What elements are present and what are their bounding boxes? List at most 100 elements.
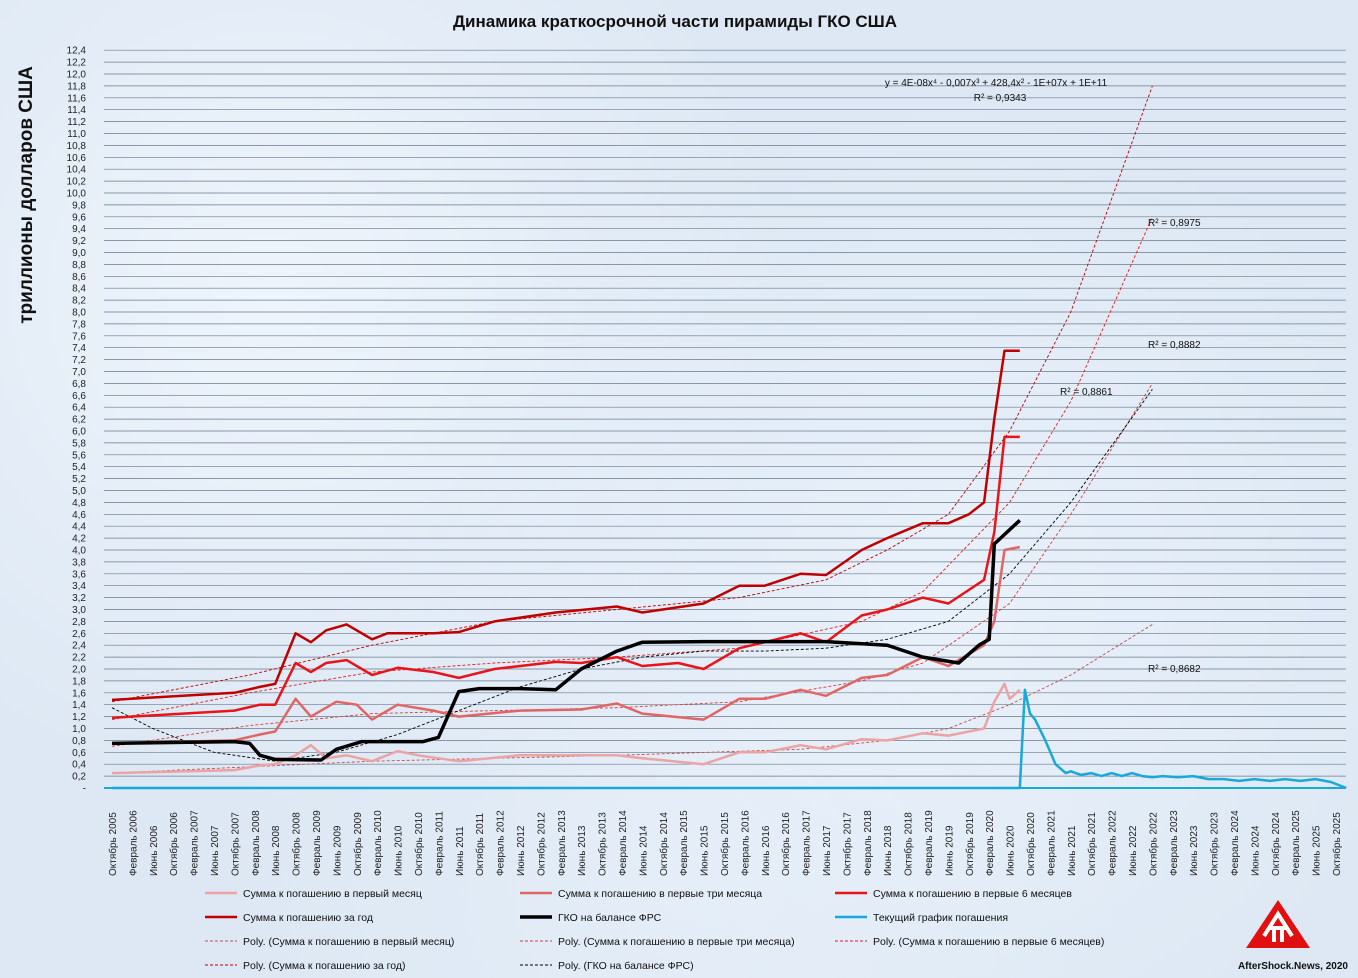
y-tick-label: 0,4 [72, 760, 86, 771]
x-tick-label: Июнь 2013 [577, 825, 588, 876]
x-tick-label: Октябрь 2024 [1270, 812, 1282, 876]
y-tick-label: 8,0 [72, 308, 86, 319]
x-tick-label: Октябрь 2006 [168, 812, 180, 876]
x-tick-label: Февраль 2010 [373, 810, 384, 876]
legend-item: Poly. (ГКО на балансе ФРС) [520, 960, 694, 972]
x-tick-label: Июнь 2009 [332, 825, 343, 876]
x-tick-label: Февраль 2009 [312, 810, 323, 876]
trendline-4 [111, 389, 1153, 762]
y-tick-label: 9,0 [72, 248, 86, 259]
y-axis-label: триллионы долларов США [16, 66, 37, 324]
legend-item: Текущий график погашения [835, 912, 1008, 924]
y-tick-label: 12,2 [67, 58, 87, 69]
trendline-annotation: R² = 0,9343 [974, 93, 1027, 104]
x-tick-label: Июнь 2019 [944, 825, 955, 876]
y-tick-label: 11,8 [67, 81, 86, 92]
x-tick-label: Июнь 2018 [883, 825, 894, 876]
x-tick-label: Июнь 2006 [149, 825, 160, 876]
legend-item: Сумма к погашению в первые три месяца [520, 888, 762, 900]
y-tick-label: 1,6 [72, 688, 86, 699]
x-tick-label: Июнь 2011 [455, 826, 466, 876]
x-tick-label: Февраль 2011 [434, 811, 445, 876]
y-tick-label: 5,2 [72, 474, 86, 485]
y-tick-label: 4,8 [72, 498, 86, 509]
credit: AfterShock.News, 2020 [1238, 961, 1348, 972]
legend-label: Poly. (ГКО на балансе ФРС) [558, 960, 694, 972]
y-tick-label: 2,6 [72, 629, 86, 640]
legend-label: Poly. (Сумма к погашению за год) [243, 960, 405, 972]
legend-label: Сумма к погашению за год [243, 912, 373, 924]
y-tick-label: 3,8 [72, 557, 86, 568]
x-tick-label: Июнь 2015 [700, 825, 711, 876]
y-tick-label: 0,6 [72, 748, 86, 759]
y-tick-label: 9,2 [72, 236, 86, 247]
logo-triangle-icon [1246, 900, 1310, 948]
y-tick-label: 11,6 [67, 93, 86, 104]
legend-label: Poly. (Сумма к погашению в первые три ме… [558, 936, 795, 948]
x-tick-label: Февраль 2017 [802, 810, 813, 876]
x-tick-label: Февраль 2008 [251, 810, 262, 876]
y-tick-label: 6,0 [72, 427, 86, 438]
x-ticks: Октябрь 2005 Февраль 2006 Июнь 2006 Октябрь… [107, 810, 1343, 876]
trendline-annotation: y = 4E-08x⁴ - 0,007x³ + 428,4x² - 1E+07x… [885, 78, 1108, 89]
x-tick-label: Февраль 2007 [190, 810, 201, 876]
x-tick-label: Октябрь 2025 [1331, 812, 1343, 876]
x-tick-label: Июнь 2008 [271, 825, 282, 876]
legend-label: Текущий график погашения [873, 912, 1008, 924]
legend-label: Сумма к погашению в первые 6 месяцев [873, 888, 1072, 900]
x-tick-label: Февраль 2022 [1108, 810, 1119, 876]
chart-title: Динамика краткосрочной части пирамиды ГК… [453, 12, 897, 31]
x-tick-label: Октябрь 2022 [1147, 812, 1159, 876]
x-tick-label: Октябрь 2020 [1025, 812, 1037, 876]
x-tick-label: Февраль 2023 [1169, 810, 1180, 876]
y-tick-label: 2,2 [72, 653, 86, 664]
x-tick-label: Октябрь 2009 [352, 812, 364, 876]
trendline-annotation: R² = 0,8882 [1148, 340, 1201, 351]
annotations: R² = 0,9343 y = 4E-08x⁴ - 0,007x³ + 428,4… [885, 78, 1201, 675]
x-tick-label: Октябрь 2005 [107, 812, 119, 876]
y-tick-label: 10,8 [67, 141, 87, 152]
y-tick-label: 9,6 [72, 212, 86, 223]
legend-item: Сумма к погашению за год [205, 912, 373, 924]
y-tick-label: 6,8 [72, 379, 86, 390]
y-tick-label: 7,6 [72, 331, 86, 342]
legend-item: Poly. (Сумма к погашению за год) [205, 960, 405, 972]
y-tick-label: 0,2 [72, 772, 86, 783]
x-tick-label: Октябрь 2008 [291, 812, 303, 876]
x-tick-label: Февраль 2006 [128, 810, 139, 876]
legend-label: Poly. (Сумма к погашению в первый месяц) [243, 936, 454, 948]
y-tick-label: 7,8 [72, 319, 86, 330]
y-tick-label: - [83, 784, 86, 795]
x-tick-label: Июнь 2010 [394, 825, 405, 876]
x-tick-label: Февраль 2014 [618, 810, 629, 876]
y-tick-label: 6,2 [72, 415, 86, 426]
x-tick-label: Июнь 2007 [210, 825, 221, 876]
x-tick-label: Июнь 2020 [1006, 825, 1017, 876]
legend: Сумма к погашению в первый месяц Сумма к … [205, 888, 1104, 972]
legend-label: ГКО на балансе ФРС [558, 912, 662, 924]
y-tick-label: 2,8 [72, 617, 86, 628]
x-tick-label: Октябрь 2007 [229, 812, 241, 876]
x-tick-label: Февраль 2013 [557, 810, 568, 876]
y-tick-label: 4,0 [72, 546, 86, 557]
y-tick-label: 5,6 [72, 450, 86, 461]
x-tick-label: Октябрь 2010 [413, 812, 425, 876]
y-tick-label: 12,4 [67, 46, 87, 57]
legend-item: Poly. (Сумма к погашению в первые 6 меся… [835, 936, 1104, 948]
y-ticks: -0,20,40,60,81,01,21,41,61,82,02,22,42,6… [67, 46, 87, 795]
series-lines [111, 349, 1347, 790]
x-tick-label: Июнь 2017 [822, 825, 833, 876]
y-tick-label: 4,2 [72, 534, 86, 545]
x-tick-label: Июнь 2023 [1189, 825, 1200, 876]
legend-label: Сумма к погашению в первый месяц [243, 888, 422, 900]
y-tick-label: 8,2 [72, 296, 86, 307]
x-tick-label: Октябрь 2021 [1086, 812, 1098, 876]
y-tick-label: 5,4 [72, 462, 86, 473]
y-tick-label: 11,0 [67, 129, 86, 140]
y-tick-label: 4,6 [72, 510, 86, 521]
x-tick-label: Февраль 2015 [679, 810, 690, 876]
series-line-5 [112, 688, 1347, 790]
y-tick-label: 3,4 [72, 581, 86, 592]
x-tick-label: Октябрь 2015 [719, 812, 731, 876]
